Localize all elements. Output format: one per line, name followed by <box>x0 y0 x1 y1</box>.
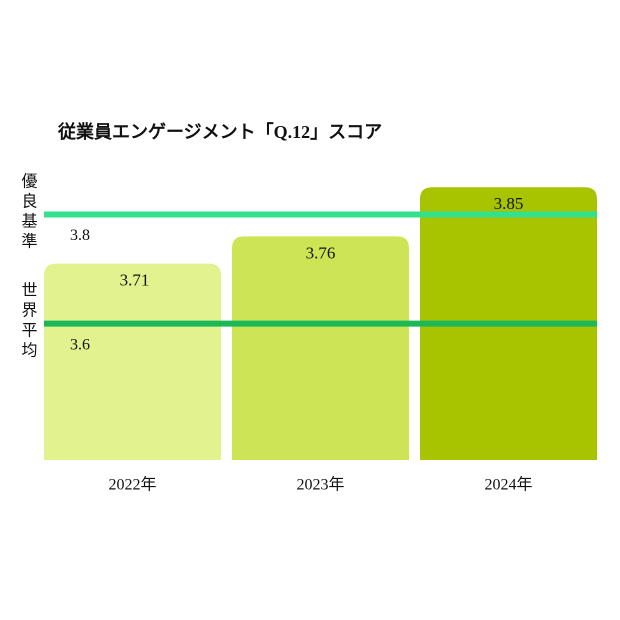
bar <box>232 236 409 460</box>
value-label: 3.71 <box>120 271 150 290</box>
reference-value: 3.6 <box>70 336 90 353</box>
value-label: 3.76 <box>306 243 336 262</box>
value-label: 3.85 <box>494 194 524 213</box>
reference-label: 優良基準 <box>19 173 38 253</box>
reference-value: 3.8 <box>70 227 90 244</box>
chart-title: 従業員エンゲージメント「Q.12」スコア <box>57 121 382 142</box>
bar <box>44 263 221 460</box>
x-tick-label: 2024年 <box>484 476 532 494</box>
x-tick-label: 2022年 <box>108 476 156 494</box>
reference-label: 世界平均 <box>19 282 38 362</box>
x-tick-label: 2023年 <box>296 476 344 494</box>
